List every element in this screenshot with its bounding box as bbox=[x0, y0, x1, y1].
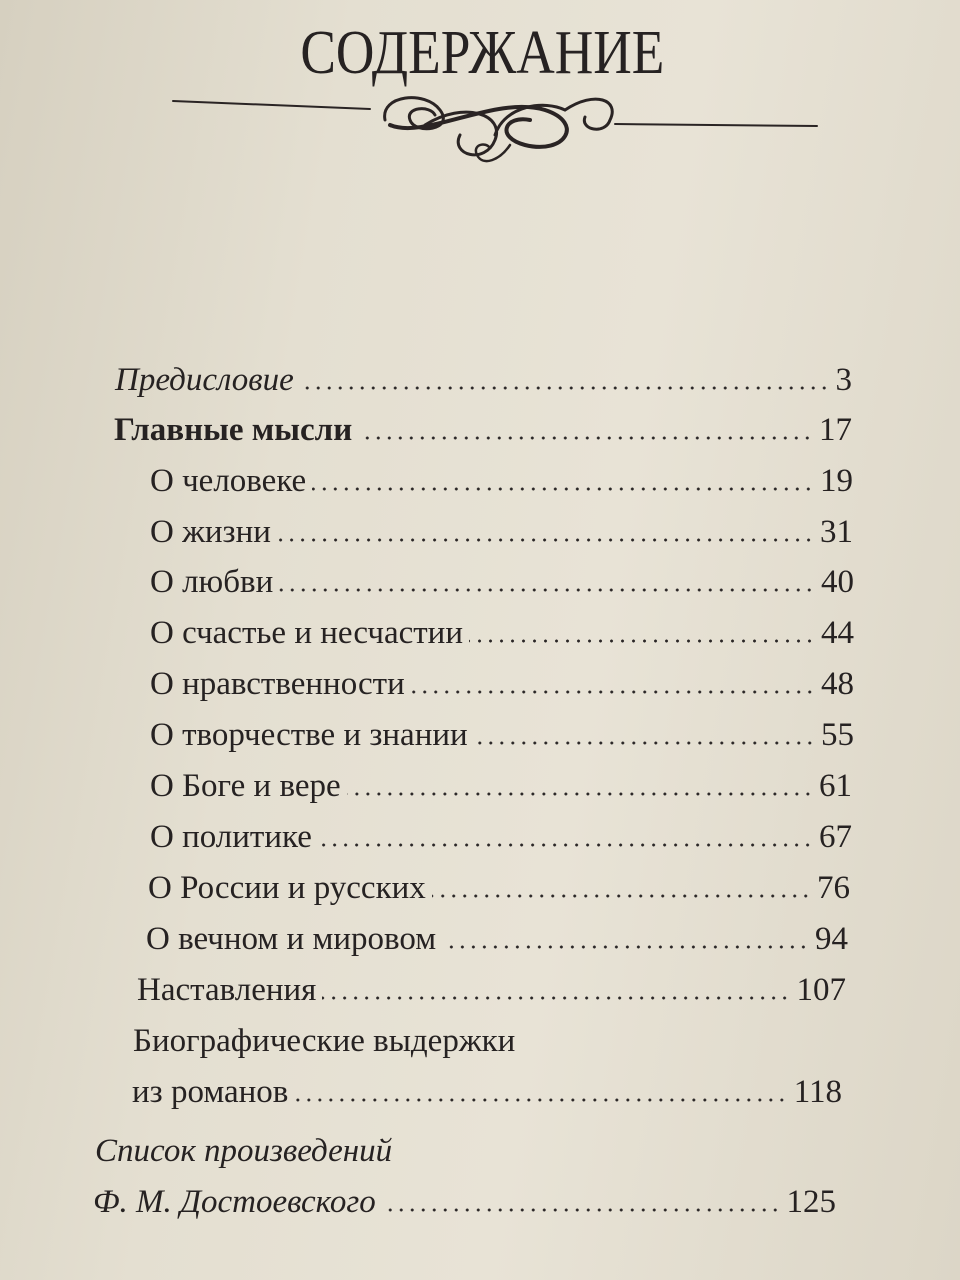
toc-entry[interactable]: О любви 40 bbox=[150, 564, 854, 608]
toc-entry-label: О жизни bbox=[150, 514, 271, 550]
dot-leader bbox=[299, 386, 830, 390]
toc-entry[interactable]: Ф. М. Достоевского 125 bbox=[93, 1184, 836, 1228]
toc-entry[interactable]: Предисловие 3 bbox=[115, 362, 852, 406]
dot-leader bbox=[346, 792, 813, 796]
toc-entry-page: 19 bbox=[820, 463, 853, 499]
toc-entry-page: 125 bbox=[786, 1184, 837, 1220]
toc-entry-label: О творчестве и знании bbox=[150, 717, 468, 753]
toc-entry-line1: Список произведений bbox=[95, 1133, 392, 1177]
dot-leader bbox=[410, 690, 815, 694]
toc-entry[interactable]: О политике 67 bbox=[150, 819, 852, 863]
toc-entry-label: из романов bbox=[132, 1074, 289, 1110]
toc-entry[interactable]: О творчестве и знании 55 bbox=[150, 717, 854, 761]
dot-leader bbox=[381, 1208, 781, 1212]
dot-leader bbox=[473, 741, 815, 745]
page-title: СОДЕРЖАНИЕ bbox=[300, 19, 665, 87]
toc-entry-page: 17 bbox=[819, 412, 852, 448]
dot-leader bbox=[468, 639, 815, 643]
toc-entry-page: 40 bbox=[821, 564, 854, 600]
toc-entry-label: Предисловие bbox=[115, 362, 294, 398]
dot-leader bbox=[312, 487, 814, 491]
toc-entry[interactable]: О России и русских 76 bbox=[148, 870, 850, 914]
toc-entry[interactable]: из романов 118 bbox=[132, 1074, 842, 1118]
dot-leader bbox=[431, 894, 811, 898]
toc-entry-page: 3 bbox=[835, 362, 853, 398]
dot-leader bbox=[294, 1098, 788, 1102]
dot-leader bbox=[279, 588, 815, 592]
toc-entry[interactable]: О Боге и вере 61 bbox=[150, 768, 852, 812]
dot-leader bbox=[276, 538, 814, 542]
toc-entry-page: 76 bbox=[817, 870, 850, 906]
toc-entry-label: О нравственности bbox=[150, 666, 405, 702]
toc-entry-label: О Боге и вере bbox=[150, 768, 341, 804]
toc-entry-label: Биографические выдержки bbox=[133, 1023, 516, 1059]
toc-entry-label: О человеке bbox=[150, 463, 307, 499]
toc-entry[interactable]: О вечном и мировом 94 bbox=[146, 921, 848, 965]
dot-leader bbox=[442, 945, 809, 949]
flourish-divider-icon bbox=[172, 96, 818, 163]
toc-entry-label: Список произведений bbox=[95, 1133, 393, 1169]
toc-entry-page: 94 bbox=[815, 921, 848, 957]
toc-entry-page: 61 bbox=[819, 768, 852, 804]
dot-leader bbox=[322, 996, 791, 1000]
toc-entry[interactable]: О жизни 31 bbox=[150, 514, 853, 558]
toc-entry-label: О политике bbox=[150, 819, 312, 855]
toc-entry-label: О любви bbox=[150, 564, 274, 600]
dot-leader bbox=[358, 436, 813, 440]
toc-entry-page: 67 bbox=[819, 819, 852, 855]
toc-entry-label: О счастье и несчастии bbox=[150, 615, 463, 651]
toc-entry-line1: Биографические выдержки bbox=[133, 1023, 515, 1067]
toc-entry-page: 107 bbox=[796, 972, 847, 1008]
toc-entry-label: Наставления bbox=[137, 972, 317, 1008]
toc-entry[interactable]: О счастье и несчастии 44 bbox=[150, 615, 854, 659]
toc-entry[interactable]: О человеке 19 bbox=[150, 463, 853, 507]
toc-entry-page: 44 bbox=[821, 615, 854, 651]
toc-entry-label: Ф. М. Достоевского bbox=[93, 1184, 376, 1220]
toc-entry-label: О вечном и мировом bbox=[146, 921, 437, 957]
toc-entry-page: 118 bbox=[793, 1074, 842, 1110]
toc-entry[interactable]: О нравственности 48 bbox=[150, 666, 854, 710]
toc-entry[interactable]: Наставления 107 bbox=[137, 972, 846, 1016]
toc-entry-page: 48 bbox=[821, 666, 854, 702]
toc-entry[interactable]: Главные мысли 17 bbox=[114, 412, 852, 456]
toc-entry-page: 55 bbox=[821, 717, 854, 753]
toc-entry-label: О России и русских bbox=[148, 870, 426, 906]
toc-entry-label: Главные мысли bbox=[114, 412, 353, 448]
toc-entry-page: 31 bbox=[820, 514, 853, 550]
dot-leader bbox=[317, 843, 813, 847]
